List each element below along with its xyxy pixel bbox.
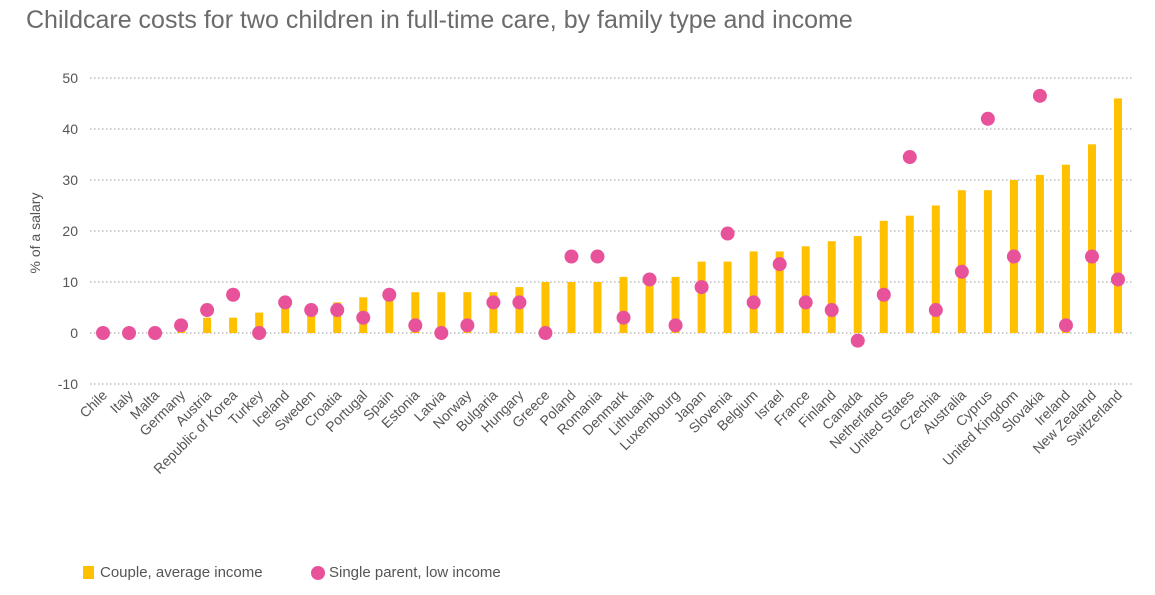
point-australia: [954, 264, 969, 279]
point-japan: [694, 280, 709, 295]
bar-bulgaria: [489, 292, 498, 333]
bar-sweden: [307, 307, 316, 333]
bar-iceland: [281, 307, 290, 333]
point-israel: [772, 257, 787, 272]
point-estonia: [408, 318, 423, 333]
point-turkey: [252, 326, 267, 340]
legend-item-single-parent: Single parent, low income: [311, 564, 501, 581]
chart-title: Childcare costs for two children in full…: [26, 6, 853, 34]
bar-turkey: [255, 312, 264, 333]
y-tick-label: 30: [62, 172, 78, 188]
y-tick-label: 50: [62, 70, 78, 86]
bar-slovakia: [1035, 174, 1044, 333]
point-lithuania: [642, 272, 657, 287]
bar-france: [801, 246, 810, 333]
y-tick-label: 40: [62, 121, 78, 137]
point-croatia: [330, 303, 345, 318]
point-cyprus: [980, 111, 995, 126]
bar-new-zealand: [1087, 144, 1096, 333]
point-latvia: [434, 326, 449, 340]
point-luxembourg: [668, 318, 683, 333]
bar-spain: [385, 292, 394, 333]
point-chile: [96, 326, 110, 340]
bar-israel: [775, 251, 784, 333]
legend-swatch-bar: [83, 566, 94, 579]
bar-norway: [463, 292, 472, 333]
point-spain: [382, 287, 397, 302]
point-poland: [564, 249, 579, 264]
bar-luxembourg: [671, 276, 680, 333]
bar-denmark: [619, 276, 628, 333]
legend-swatch-dot: [311, 565, 325, 580]
bar-ireland: [1061, 164, 1070, 333]
legend-label-single-parent: Single parent, low income: [329, 564, 501, 581]
point-ireland: [1058, 318, 1073, 333]
bar-united-states: [905, 215, 914, 333]
point-switzerland: [1111, 272, 1125, 287]
bar-latvia: [437, 292, 446, 333]
point-germany: [174, 318, 189, 333]
point-portugal: [356, 310, 371, 325]
point-slovakia: [1032, 88, 1047, 103]
y-tick-label: 0: [70, 325, 78, 341]
bar-romania: [593, 282, 602, 333]
bar-japan: [697, 261, 706, 333]
point-republic-of-korea: [226, 287, 241, 302]
bar-poland: [567, 282, 576, 333]
bar-lithuania: [645, 276, 654, 333]
bar-cyprus: [983, 190, 992, 333]
bar-hungary: [515, 287, 524, 333]
bar-australia: [957, 190, 966, 333]
bar-canada: [853, 236, 862, 333]
point-belgium: [746, 295, 761, 310]
legend-item-couple: Couple, average income: [83, 564, 263, 581]
y-axis-title: % of a salary: [27, 193, 43, 274]
y-tick-label: -10: [58, 376, 78, 392]
point-greece: [538, 326, 553, 340]
bar-republic-of-korea: [229, 317, 238, 333]
point-italy: [122, 326, 137, 340]
point-canada: [850, 333, 865, 348]
point-norway: [460, 318, 475, 333]
bar-switzerland: [1114, 98, 1122, 334]
bar-austria: [203, 317, 212, 333]
y-tick-label: 20: [62, 223, 78, 239]
legend-label-couple: Couple, average income: [100, 564, 263, 581]
point-sweden: [304, 303, 319, 318]
bar-belgium: [749, 251, 758, 333]
point-czechia: [928, 303, 943, 318]
point-slovenia: [720, 226, 735, 241]
bar-netherlands: [879, 220, 888, 333]
point-united-kingdom: [1006, 249, 1021, 264]
point-netherlands: [876, 287, 891, 302]
point-united-states: [902, 150, 917, 165]
point-france: [798, 295, 813, 310]
point-hungary: [512, 295, 527, 310]
bar-czechia: [931, 205, 940, 333]
bar-finland: [827, 241, 836, 333]
bar-estonia: [411, 292, 420, 333]
point-new-zealand: [1084, 249, 1099, 264]
point-denmark: [616, 310, 631, 325]
point-finland: [824, 303, 839, 318]
bar-greece: [541, 282, 550, 333]
point-iceland: [278, 295, 293, 310]
y-tick-label: 10: [62, 274, 78, 290]
point-austria: [200, 303, 215, 318]
point-romania: [590, 249, 605, 264]
point-bulgaria: [486, 295, 501, 310]
bar-slovenia: [723, 261, 732, 333]
x-tick-label: Chile: [76, 387, 110, 421]
point-malta: [148, 326, 163, 340]
bar-croatia: [333, 302, 342, 333]
